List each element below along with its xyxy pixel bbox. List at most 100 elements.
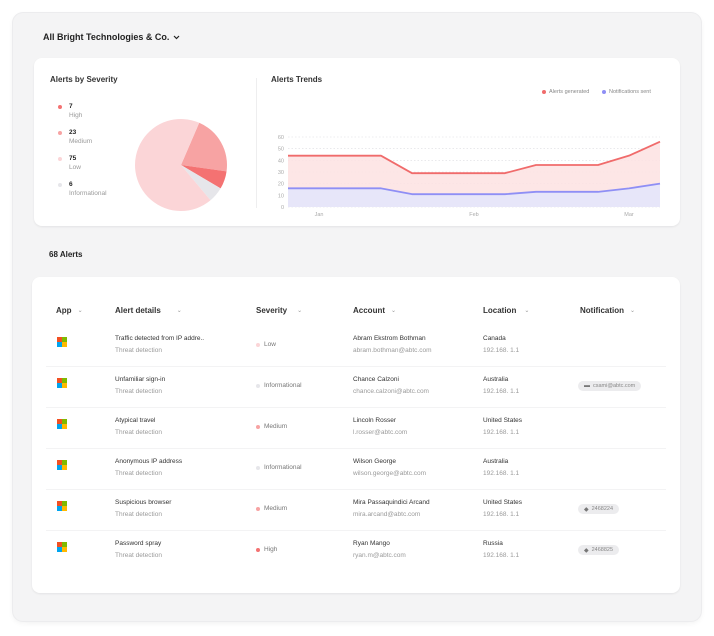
trend-legend-notifications: Notifications sent bbox=[602, 89, 651, 95]
chevron-down-icon: ⌄ bbox=[391, 308, 397, 314]
severity-count: 6 bbox=[69, 181, 73, 188]
severity-label: Medium bbox=[69, 138, 93, 145]
panel-divider bbox=[256, 78, 257, 208]
severity-count: 23 bbox=[69, 129, 77, 136]
severity-dot bbox=[256, 465, 260, 470]
alert-category: Threat detection bbox=[115, 429, 162, 436]
column-header-notification[interactable]: Notification ⌄ bbox=[580, 306, 635, 315]
chevron-down-icon: ⌄ bbox=[297, 308, 303, 314]
pie-slice-medium bbox=[181, 122, 227, 172]
severity-dot bbox=[256, 342, 260, 347]
location-ip: 192.168. 1.1 bbox=[483, 347, 520, 354]
microsoft-logo-icon bbox=[57, 501, 67, 511]
severity-label: High bbox=[69, 112, 83, 119]
alert-title[interactable]: Password spray bbox=[115, 540, 162, 547]
column-header-account[interactable]: Account ⌄ bbox=[353, 306, 396, 315]
y-tick-label: 0 bbox=[281, 205, 284, 211]
row-divider bbox=[46, 448, 666, 449]
chevron-down-icon: ⌄ bbox=[77, 308, 83, 314]
notification-text: 2468224 bbox=[591, 506, 614, 512]
alert-title[interactable]: Suspicious browser bbox=[115, 499, 172, 506]
severity-dot bbox=[256, 547, 260, 552]
header-label: Account bbox=[353, 306, 385, 315]
row-divider bbox=[46, 489, 666, 490]
severity-text: Informational bbox=[264, 464, 302, 471]
column-header-location[interactable]: Location ⌄ bbox=[483, 306, 529, 315]
notification-pill[interactable]: ▬ csami@abtc.com bbox=[578, 381, 642, 391]
severity-text: High bbox=[264, 546, 278, 553]
alert-category: Threat detection bbox=[115, 347, 162, 354]
table-row[interactable]: Unfamiliar sign-in Threat detection Inform… bbox=[32, 367, 680, 408]
severity-cell: Medium bbox=[256, 423, 287, 430]
row-divider bbox=[46, 530, 666, 531]
severity-dot bbox=[256, 383, 260, 388]
location-country: Russia bbox=[483, 540, 503, 547]
severity-count: 75 bbox=[69, 155, 77, 162]
account-name[interactable]: Wilson George bbox=[353, 458, 396, 465]
row-divider bbox=[46, 366, 666, 367]
alerts-count: 68 Alerts bbox=[49, 250, 83, 259]
account-email: l.rosser@abtc.com bbox=[353, 429, 408, 436]
y-tick-label: 40 bbox=[278, 158, 284, 164]
column-header-alert-details[interactable]: Alert details ⌄ bbox=[115, 306, 182, 315]
notification-pill[interactable]: ◆ 2468825 bbox=[578, 545, 620, 555]
account-name[interactable]: Chance Calzoni bbox=[353, 376, 399, 383]
severity-dot bbox=[58, 131, 62, 135]
alert-title[interactable]: Traffic detected from IP addre.. bbox=[115, 335, 205, 342]
y-tick-label: 60 bbox=[278, 135, 284, 141]
org-label: All Bright Technologies & Co. bbox=[43, 32, 170, 42]
location-country: United States bbox=[483, 417, 523, 424]
summary-card: Alerts by Severity 7 High 23 Medium 75 Low 6 In… bbox=[34, 58, 680, 226]
table-row[interactable]: Traffic detected from IP addre.. Threat d… bbox=[32, 326, 680, 367]
table-row[interactable]: Atypical travel Threat detection Medium Lin… bbox=[32, 408, 680, 449]
location-ip: 192.168. 1.1 bbox=[483, 511, 520, 518]
account-email: abram.bothman@abtc.com bbox=[353, 347, 432, 354]
y-tick-label: 20 bbox=[278, 182, 284, 188]
series-area-1 bbox=[288, 183, 660, 207]
severity-cell: Medium bbox=[256, 505, 287, 512]
microsoft-logo-icon bbox=[57, 419, 67, 429]
notification-pill[interactable]: ◆ 2468224 bbox=[578, 504, 620, 514]
account-email: chance.calzoni@abtc.com bbox=[353, 388, 429, 395]
alert-title[interactable]: Anonymous IP address bbox=[115, 458, 183, 465]
table-row[interactable]: Suspicious browser Threat detection Medium… bbox=[32, 490, 680, 531]
trend-legend-label: Notifications sent bbox=[609, 89, 651, 95]
y-tick-label: 10 bbox=[278, 193, 284, 199]
column-header-app[interactable]: App ⌄ bbox=[56, 306, 83, 315]
org-selector[interactable]: All Bright Technologies & Co. bbox=[43, 32, 180, 42]
mail-icon: ▬ bbox=[584, 383, 590, 389]
severity-text: Low bbox=[264, 341, 276, 348]
account-name[interactable]: Ryan Mango bbox=[353, 540, 390, 547]
location-country: Australia bbox=[483, 458, 509, 465]
alert-title[interactable]: Unfamiliar sign-in bbox=[115, 376, 166, 383]
account-name[interactable]: Mira Passaquindici Arcand bbox=[353, 499, 430, 506]
header-label: Alert details bbox=[115, 306, 161, 315]
account-name[interactable]: Lincoln Rosser bbox=[353, 417, 396, 424]
account-name[interactable]: Abram Ekstrom Bothman bbox=[353, 335, 426, 342]
pie-slice-high bbox=[181, 165, 227, 189]
y-tick-label: 30 bbox=[278, 170, 284, 176]
severity-dot bbox=[58, 183, 62, 187]
location-ip: 192.168. 1.1 bbox=[483, 429, 520, 436]
series-line-1 bbox=[288, 182, 661, 196]
location-ip: 192.168. 1.1 bbox=[483, 552, 520, 559]
column-header-severity[interactable]: Severity ⌄ bbox=[256, 306, 302, 315]
series-line-0 bbox=[288, 140, 661, 175]
tag-icon: ◆ bbox=[584, 506, 589, 513]
severity-text: Informational bbox=[264, 382, 302, 389]
table-row[interactable]: Password spray Threat detection High Ryan M… bbox=[32, 531, 680, 572]
table-row[interactable]: Anonymous IP address Threat detection Info… bbox=[32, 449, 680, 490]
alerts-trend-chart: 0 10 20 30 40 50 60 Jan Feb Mar bbox=[278, 135, 661, 218]
trend-legend-label: Alerts generated bbox=[549, 89, 590, 95]
legend-dot bbox=[602, 90, 606, 94]
severity-count: 7 bbox=[69, 103, 73, 110]
chevron-down-icon bbox=[173, 35, 180, 39]
severity-dot bbox=[256, 424, 260, 429]
microsoft-logo-icon bbox=[57, 378, 67, 388]
row-divider bbox=[46, 407, 666, 408]
location-country: Canada bbox=[483, 335, 506, 342]
tag-icon: ◆ bbox=[584, 547, 589, 554]
alert-title[interactable]: Atypical travel bbox=[115, 417, 156, 424]
location-ip: 192.168. 1.1 bbox=[483, 470, 520, 477]
chevron-down-icon: ⌄ bbox=[630, 308, 636, 314]
